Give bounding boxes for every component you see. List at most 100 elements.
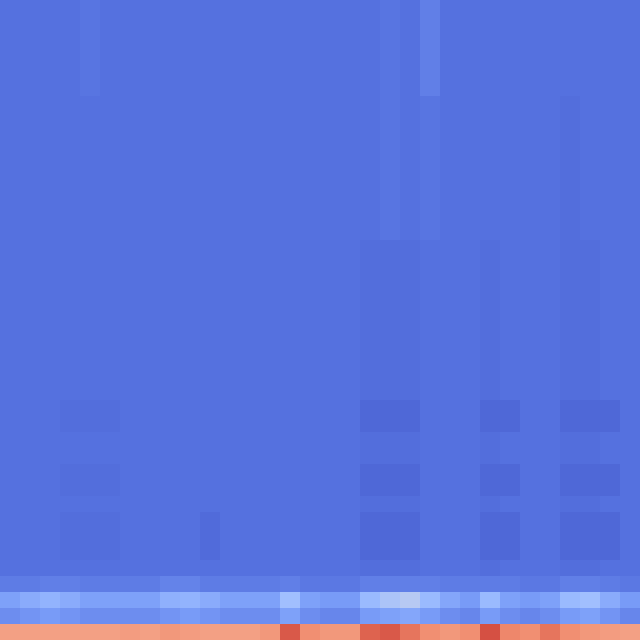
heatmap-cell [560, 560, 581, 577]
heatmap-cell [100, 128, 121, 145]
heatmap-cell [280, 320, 301, 337]
heatmap-cell [560, 384, 581, 401]
heatmap-cell [500, 112, 521, 129]
heatmap-cell [580, 480, 601, 497]
heatmap-cell [420, 544, 441, 561]
heatmap-cell [20, 480, 41, 497]
heatmap-cell [500, 32, 521, 49]
heatmap-cell [120, 0, 141, 17]
heatmap-cell [0, 272, 21, 289]
heatmap-cell [320, 176, 341, 193]
heatmap-cell [220, 32, 241, 49]
heatmap-cell [340, 624, 361, 640]
heatmap-cell [140, 288, 161, 305]
heatmap-cell [260, 80, 281, 97]
heatmap-cell [200, 368, 221, 385]
heatmap-cell [140, 336, 161, 353]
heatmap-cell [580, 448, 601, 465]
heatmap-cell [340, 192, 361, 209]
heatmap-cell [240, 240, 261, 257]
heatmap-cell [300, 464, 321, 481]
heatmap-cell [540, 352, 561, 369]
heatmap-cell [220, 208, 241, 225]
heatmap-cell [340, 32, 361, 49]
heatmap-cell [340, 416, 361, 433]
heatmap-cell [260, 272, 281, 289]
heatmap-cell [480, 608, 501, 625]
heatmap-cell [140, 352, 161, 369]
heatmap-cell [620, 544, 640, 561]
heatmap-cell [280, 144, 301, 161]
heatmap-cell [280, 512, 301, 529]
heatmap-cell [0, 16, 21, 33]
heatmap-cell [520, 368, 541, 385]
heatmap-cell [420, 160, 441, 177]
heatmap-cell [120, 480, 141, 497]
heatmap-cell [420, 320, 441, 337]
heatmap-cell [460, 272, 481, 289]
heatmap-cell [80, 0, 101, 17]
heatmap-cell [600, 352, 621, 369]
heatmap-cell [620, 96, 640, 113]
heatmap-cell [560, 608, 581, 625]
heatmap-cell [180, 528, 201, 545]
heatmap-cell [80, 544, 101, 561]
heatmap-cell [180, 576, 201, 593]
heatmap-cell [380, 352, 401, 369]
heatmap-cell [260, 576, 281, 593]
heatmap-cell [480, 544, 501, 561]
heatmap-cell [200, 192, 221, 209]
heatmap-cell [260, 352, 281, 369]
heatmap-cell [400, 112, 421, 129]
heatmap-cell [420, 592, 441, 609]
heatmap-cell [180, 16, 201, 33]
heatmap-cell [440, 256, 461, 273]
heatmap-cell [460, 256, 481, 273]
heatmap-cell [40, 256, 61, 273]
heatmap-cell [340, 352, 361, 369]
heatmap-cell [340, 16, 361, 33]
heatmap-cell [200, 176, 221, 193]
heatmap-cell [400, 576, 421, 593]
heatmap-cell [320, 480, 341, 497]
heatmap-cell [140, 624, 161, 640]
heatmap-cell [180, 624, 201, 640]
heatmap-cell [260, 288, 281, 305]
heatmap-cell [80, 512, 101, 529]
heatmap-cell [340, 368, 361, 385]
heatmap-cell [600, 32, 621, 49]
heatmap-cell [240, 560, 261, 577]
heatmap-cell [280, 400, 301, 417]
heatmap-cell [160, 96, 181, 113]
heatmap-cell [480, 32, 501, 49]
heatmap-cell [600, 400, 621, 417]
heatmap-cell [500, 608, 521, 625]
heatmap-cell [360, 272, 381, 289]
heatmap-cell [620, 48, 640, 65]
heatmap-cell [580, 416, 601, 433]
heatmap-cell [460, 544, 481, 561]
heatmap-cell [360, 544, 381, 561]
heatmap-cell [500, 384, 521, 401]
heatmap-cell [520, 16, 541, 33]
heatmap-cell [20, 256, 41, 273]
heatmap-cell [260, 368, 281, 385]
heatmap-cell [260, 256, 281, 273]
heatmap-cell [120, 608, 141, 625]
heatmap-cell [160, 224, 181, 241]
heatmap-cell [360, 528, 381, 545]
heatmap-cell [140, 32, 161, 49]
heatmap-cell [620, 528, 640, 545]
heatmap-cell [440, 368, 461, 385]
heatmap-cell [40, 288, 61, 305]
heatmap-cell [520, 80, 541, 97]
heatmap-cell [480, 48, 501, 65]
heatmap-cell [500, 176, 521, 193]
heatmap-cell [440, 208, 461, 225]
heatmap-cell [20, 368, 41, 385]
heatmap-cell [220, 608, 241, 625]
heatmap-cell [440, 384, 461, 401]
heatmap-cell [320, 464, 341, 481]
heatmap-cell [440, 16, 461, 33]
heatmap-cell [100, 96, 121, 113]
